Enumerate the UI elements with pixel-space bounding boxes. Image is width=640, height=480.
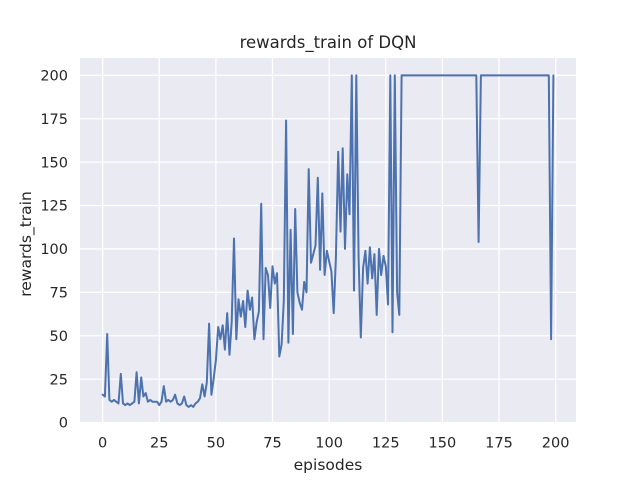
- x-tick-label: 150: [429, 436, 457, 452]
- y-axis-label: rewards_train: [17, 191, 36, 297]
- x-tick-label: 100: [315, 436, 343, 452]
- x-tick-label: 175: [485, 436, 513, 452]
- y-tick-label: 50: [50, 329, 68, 345]
- y-tick-label: 150: [40, 155, 68, 171]
- y-tick-label: 200: [40, 69, 68, 85]
- y-tick-label: 0: [59, 416, 68, 432]
- y-tick-label: 175: [40, 112, 68, 128]
- x-tick-label: 0: [98, 436, 107, 452]
- chart-title: rewards_train of DQN: [240, 33, 417, 53]
- y-tick-label: 25: [50, 372, 68, 388]
- series-line: [101, 74, 555, 408]
- grid-lines: [80, 58, 576, 424]
- y-tick-label: 100: [40, 242, 68, 258]
- series-line-rewards_train: [101, 74, 555, 408]
- x-tick-label: 50: [207, 436, 225, 452]
- x-tick-label: 75: [263, 436, 281, 452]
- plot-area: [80, 58, 576, 423]
- x-axis-label: episodes: [294, 456, 363, 474]
- plot-background: [80, 58, 576, 423]
- y-tick-labels: 0 25 50 75 100 125 150 175 200: [40, 69, 68, 432]
- x-tick-label: 200: [542, 436, 570, 452]
- x-tick-label: 125: [372, 436, 400, 452]
- y-tick-label: 125: [40, 199, 68, 215]
- x-tick-labels: 0 25 50 75 100 125 150 175 200: [98, 436, 569, 452]
- y-tick-label: 75: [50, 286, 68, 302]
- x-tick-label: 25: [150, 436, 168, 452]
